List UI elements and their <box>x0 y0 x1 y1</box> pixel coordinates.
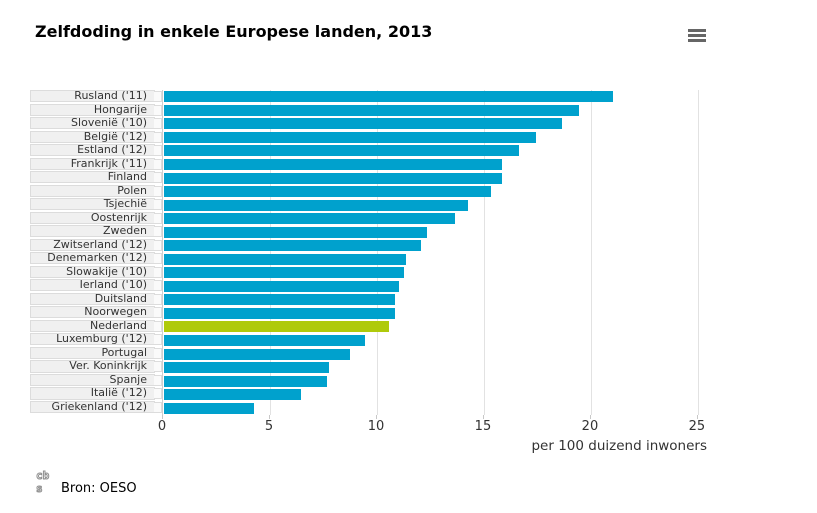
x-tick-mark <box>268 415 270 419</box>
bar <box>164 240 421 252</box>
category-label: Frankrijk ('11) <box>30 157 162 170</box>
category-label: België ('12) <box>30 130 162 143</box>
category-label: Slowakije ('10) <box>30 266 162 278</box>
bar <box>164 91 614 103</box>
category-label: Ver. Koninkrijk <box>30 360 162 373</box>
bar <box>164 375 327 387</box>
bar <box>164 362 329 374</box>
bar <box>164 104 580 116</box>
category-label: Rusland ('11) <box>30 90 162 103</box>
category-label: Duitsland <box>30 293 162 305</box>
x-tick-label: 25 <box>688 419 706 434</box>
bar <box>164 294 396 306</box>
category-label: Noorwegen <box>30 306 162 319</box>
gridline <box>483 90 485 415</box>
bar <box>164 226 428 238</box>
category-label: Zwitserland ('12) <box>30 239 162 251</box>
bar <box>164 158 503 170</box>
category-label: Spanje <box>30 374 162 387</box>
bar <box>164 172 503 184</box>
category-label: Denemarken ('12) <box>30 252 162 265</box>
x-tick-label: 0 <box>157 419 167 434</box>
bar <box>164 213 455 225</box>
category-axis-labels: Rusland ('11) Hongarije Slovenië ('10) Belg… <box>30 90 162 414</box>
bar <box>164 335 366 347</box>
category-label: Luxemburg ('12) <box>30 333 162 346</box>
x-tick-label: 10 <box>367 419 385 434</box>
category-label: Nederland <box>30 320 162 332</box>
x-tick-mark <box>482 415 484 419</box>
category-label: Tsjechië <box>30 198 162 211</box>
x-tick-label: 5 <box>264 419 274 434</box>
category-label: Slovenië ('10) <box>30 117 162 130</box>
bar <box>164 186 492 198</box>
category-label: Oostenrijk <box>30 212 162 224</box>
cbs-logo-icon: cb s <box>36 469 51 496</box>
bar <box>164 348 351 360</box>
bar <box>164 131 537 143</box>
gridline <box>590 90 592 415</box>
export-menu-button[interactable] <box>688 29 706 42</box>
x-tick-mark <box>162 415 163 419</box>
category-label: Estland ('12) <box>30 144 162 157</box>
category-label: Portugal <box>30 347 162 359</box>
plot-area <box>162 90 757 415</box>
x-axis-title: per 100 duizend inwoners <box>531 438 707 454</box>
category-label: Finland <box>30 171 162 184</box>
bar-highlight <box>164 321 389 333</box>
x-axis-tick-marks <box>162 415 756 420</box>
cbs-logo-bottom: s <box>36 482 43 495</box>
category-label: Polen <box>30 185 162 197</box>
bar <box>164 280 400 292</box>
category-label: Hongarije <box>30 103 162 116</box>
bar <box>164 402 254 414</box>
x-tick-label: 20 <box>581 419 599 434</box>
category-label: Griekenland ('12) <box>30 401 162 414</box>
bar <box>164 307 396 319</box>
bar <box>164 389 301 401</box>
chart-title: Zelfdoding in enkele Europese landen, 20… <box>35 22 433 41</box>
gridline <box>376 90 378 415</box>
cbs-logo-top: cb <box>36 469 50 482</box>
x-tick-mark <box>589 415 591 419</box>
gridline <box>269 90 271 415</box>
gridline <box>697 90 699 415</box>
hamburger-icon <box>688 29 706 32</box>
category-label: Zweden <box>30 225 162 238</box>
x-axis-tick-labels: 0 5 10 15 20 25 <box>158 419 756 434</box>
category-label: Italië ('12) <box>30 387 162 400</box>
x-tick-label: 15 <box>474 419 492 434</box>
bar <box>164 267 404 279</box>
x-tick-mark <box>696 415 698 419</box>
x-tick-mark <box>375 415 377 419</box>
source-text: Bron: OESO <box>61 481 137 496</box>
bar <box>164 118 562 130</box>
bar <box>164 145 520 157</box>
bar <box>164 253 406 265</box>
category-label: Ierland ('10) <box>30 279 162 292</box>
bar <box>164 199 468 211</box>
